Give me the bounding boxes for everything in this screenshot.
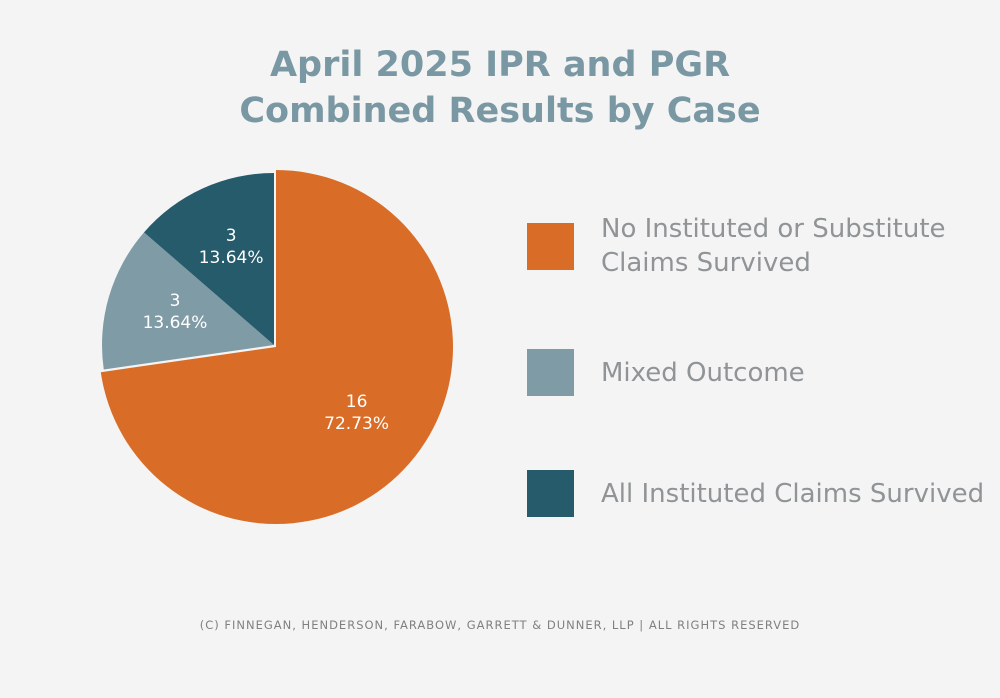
pie-slice	[144, 173, 274, 345]
legend-label: All Instituted Claims Survived	[601, 478, 985, 509]
chart-title-line-2: Combined Results by Case	[239, 91, 761, 131]
legend-item-all-claims-survived: All Instituted Claims Survived	[527, 470, 987, 517]
slice-value-label: 3	[170, 291, 181, 311]
legend-label: No Instituted or Substitute Claims Survi…	[601, 214, 946, 278]
legend-swatch	[527, 470, 574, 517]
slice-percent-label: 72.73%	[324, 414, 389, 434]
chart-title-line-1: April 2025 IPR and PGR	[269, 45, 731, 85]
legend-swatch	[527, 349, 574, 396]
legend-item-mixed-outcome: Mixed Outcome	[527, 349, 987, 396]
pie-slice	[102, 232, 274, 370]
slice-value-label: 3	[226, 226, 237, 246]
legend-item-no-claims-survived: No Instituted or Substitute Claims Survi…	[527, 212, 987, 280]
legend-swatch	[527, 222, 574, 270]
copyright-footer: (C) FINNEGAN, HENDERSON, FARABOW, GARRET…	[199, 618, 801, 632]
slice-value-label: 16	[346, 392, 368, 412]
slice-percent-label: 13.64%	[199, 248, 264, 268]
legend-label: Mixed Outcome	[601, 357, 805, 388]
pie-slice	[100, 170, 453, 524]
slice-percent-label: 13.64%	[143, 313, 208, 333]
chart-title: April 2025 IPR and PGR Combined Results …	[0, 42, 1000, 134]
